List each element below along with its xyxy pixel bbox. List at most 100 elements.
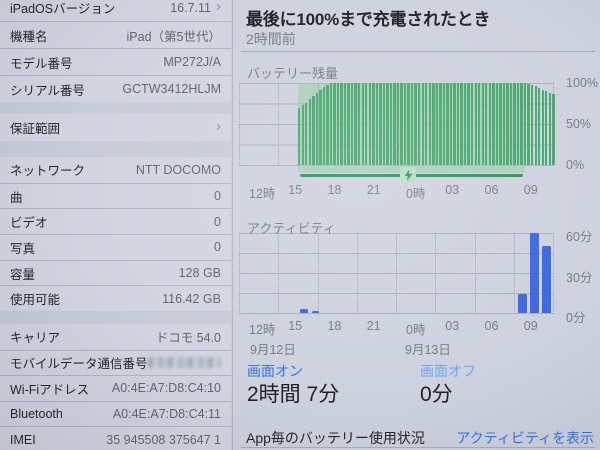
battery-x-axis: 12時 15 18 21 0時 03 06 09: [239, 183, 589, 201]
x-axis-label: 15: [288, 319, 303, 333]
vertical-gridline: [356, 83, 358, 166]
row-value: ドコモ 54.0: [155, 331, 221, 346]
battery-bar: [421, 83, 424, 165]
vertical-gridline: [396, 83, 397, 166]
vertical-gridline: [435, 233, 437, 314]
x-axis-label: 12時: [249, 323, 276, 337]
battery-bar: [410, 83, 414, 165]
settings-row: ビデオ 0: [0, 208, 231, 234]
battery-bar: [474, 83, 477, 165]
activity-section-label: アクティビティ: [247, 221, 336, 236]
battery-bar: [495, 83, 499, 165]
settings-row: ネットワーク NTT DOCOMO: [0, 157, 231, 183]
battery-bar: [509, 83, 513, 165]
x-axis-label: 06: [484, 183, 499, 197]
battery-bar: [428, 83, 431, 165]
battery-bar: [396, 83, 400, 165]
battery-level-chart[interactable]: [239, 83, 555, 182]
battery-panel: 最後に100%まで充電されたとき 2時間前 バッテリー残量 100% 50% 0…: [233, 0, 600, 450]
battery-bar: [488, 83, 491, 165]
last-charged-time: 2時間前: [246, 31, 296, 47]
row-label: モバイルデータ通信番号: [10, 357, 148, 372]
row-label: ビデオ: [10, 216, 48, 231]
redacted-value: [147, 357, 221, 369]
settings-row[interactable]: 保証範囲 ›: [0, 114, 231, 141]
sidebar-group: ネットワーク NTT DOCOMO 曲 0 ビデオ 0 写真 0 容量 128 GB 使用可能 116…: [0, 157, 231, 312]
activity-y-label-60: 60分: [566, 230, 593, 244]
battery-bar: [382, 83, 386, 165]
x-axis-label: 03: [445, 183, 460, 197]
battery-bar: [301, 105, 304, 165]
footer-divider: [241, 447, 595, 448]
x-axis-label: 21: [366, 183, 381, 197]
row-label: 写真: [10, 241, 36, 256]
battery-bar: [368, 83, 371, 165]
vertical-gridline: [278, 233, 280, 314]
x-axis-label: 12時: [249, 187, 276, 201]
row-label: IMEI: [10, 432, 36, 447]
vertical-gridline: [553, 233, 554, 314]
battery-bar: [375, 83, 379, 165]
row-label: モデル番号: [10, 56, 73, 71]
battery-bar: [308, 99, 311, 165]
battery-bar: [506, 83, 509, 165]
battery-bar: [379, 83, 382, 165]
battery-bar: [347, 83, 350, 165]
show-activity-link[interactable]: アクティビティを表示: [456, 430, 594, 446]
row-label: シリアル番号: [10, 83, 85, 98]
battery-bar: [446, 83, 449, 165]
vertical-gridline: [474, 233, 476, 314]
x-axis-label: 18: [327, 319, 342, 333]
settings-row: 使用可能 116.42 GB: [0, 285, 231, 311]
battery-bar: [435, 83, 439, 165]
battery-bar: [400, 83, 403, 165]
activity-chart[interactable]: [239, 233, 554, 314]
row-label: ネットワーク: [10, 164, 86, 179]
header-divider: [241, 51, 595, 52]
activity-y-label-0: 0分: [566, 311, 586, 325]
battery-bar: [467, 83, 470, 165]
settings-row[interactable]: iPadOSバージョン 16.7.11 ›: [0, 0, 231, 21]
battery-bar: [432, 83, 435, 165]
row-value: MP272J/A: [163, 55, 221, 69]
battery-bar: [358, 83, 361, 165]
vertical-gridline: [513, 83, 515, 166]
battery-bar: [414, 83, 417, 165]
last-charged-title: 最後に100%まで充電されたとき: [246, 10, 491, 29]
vertical-gridline: [239, 233, 240, 314]
battery-bars: [298, 83, 555, 165]
battery-bar: [386, 83, 389, 165]
activity-bar: [300, 309, 308, 313]
battery-bar: [520, 83, 523, 165]
battery-bar: [527, 83, 530, 165]
settings-row: Bluetooth A0:4E:A7:D8:C4:11: [0, 400, 231, 427]
settings-row: 機種名 iPad（第5世代）: [0, 21, 231, 48]
activity-x-axis: 12時 15 18 21 0時 03 06 09: [239, 319, 589, 337]
battery-bar: [403, 83, 407, 165]
battery-bar: [340, 83, 343, 165]
battery-bar: [305, 102, 308, 165]
x-axis-label: 09: [523, 183, 538, 197]
vertical-gridline: [553, 83, 554, 166]
row-value: GCTW3412HLJM: [122, 82, 221, 96]
row-value: 128 GB: [178, 266, 221, 281]
battery-bar: [545, 91, 548, 165]
row-label: Bluetooth: [10, 407, 63, 422]
row-label: 機種名: [10, 29, 48, 44]
activity-bar: [530, 233, 539, 313]
row-label: 保証範囲: [10, 122, 61, 136]
battery-bar: [439, 83, 442, 165]
battery-bar: [523, 83, 527, 165]
row-value: 0: [214, 214, 221, 229]
battery-bar: [463, 83, 467, 165]
vertical-gridline: [435, 83, 437, 166]
battery-bar: [418, 83, 421, 165]
date-label-sep13: 9月13日: [405, 343, 451, 357]
activity-bar: [542, 246, 551, 313]
battery-bar: [492, 83, 495, 165]
x-axis-label: 0時: [406, 323, 426, 337]
settings-row: 容量 128 GB: [0, 259, 231, 286]
battery-bar: [389, 83, 393, 165]
